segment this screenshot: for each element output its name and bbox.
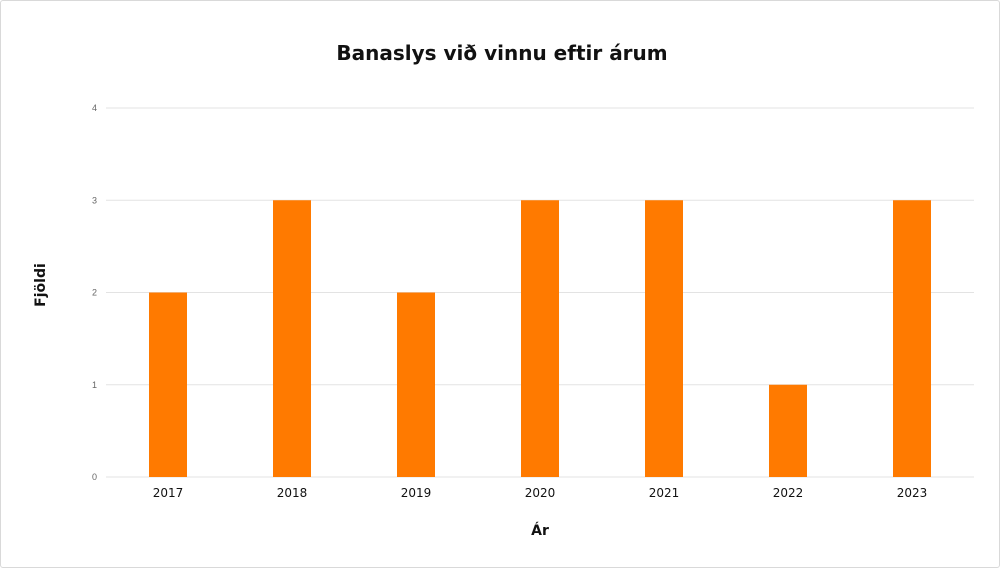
y-tick-label: 3 bbox=[92, 195, 97, 205]
x-tick-label: 2021 bbox=[649, 486, 680, 500]
x-axis-ticks: 2017 2018 2019 2020 2021 2022 2023 bbox=[153, 486, 928, 500]
y-axis-label: Fjöldi bbox=[33, 263, 49, 307]
bar-2019 bbox=[397, 292, 435, 477]
bar-2021 bbox=[645, 200, 683, 477]
bar-2022 bbox=[769, 384, 807, 477]
y-tick-label: 0 bbox=[92, 472, 97, 482]
bar-2017 bbox=[149, 292, 187, 477]
bars bbox=[149, 200, 931, 477]
x-tick-label: 2020 bbox=[525, 486, 556, 500]
bar-2018 bbox=[273, 200, 311, 477]
x-tick-label: 2018 bbox=[277, 486, 308, 500]
x-tick-label: 2022 bbox=[773, 486, 804, 500]
y-tick-label: 4 bbox=[92, 103, 97, 113]
y-tick-label: 1 bbox=[92, 380, 97, 390]
x-tick-label: 2017 bbox=[153, 486, 184, 500]
y-tick-label: 2 bbox=[92, 288, 97, 298]
x-tick-label: 2023 bbox=[897, 486, 928, 500]
y-axis-ticks: 0 1 2 3 4 bbox=[92, 103, 97, 482]
bar-2020 bbox=[521, 200, 559, 477]
chart-title: Banaslys við vinnu eftir árum bbox=[336, 41, 667, 65]
x-axis-label: Ár bbox=[531, 522, 549, 539]
x-tick-label: 2019 bbox=[401, 486, 432, 500]
bar-2023 bbox=[893, 200, 931, 477]
